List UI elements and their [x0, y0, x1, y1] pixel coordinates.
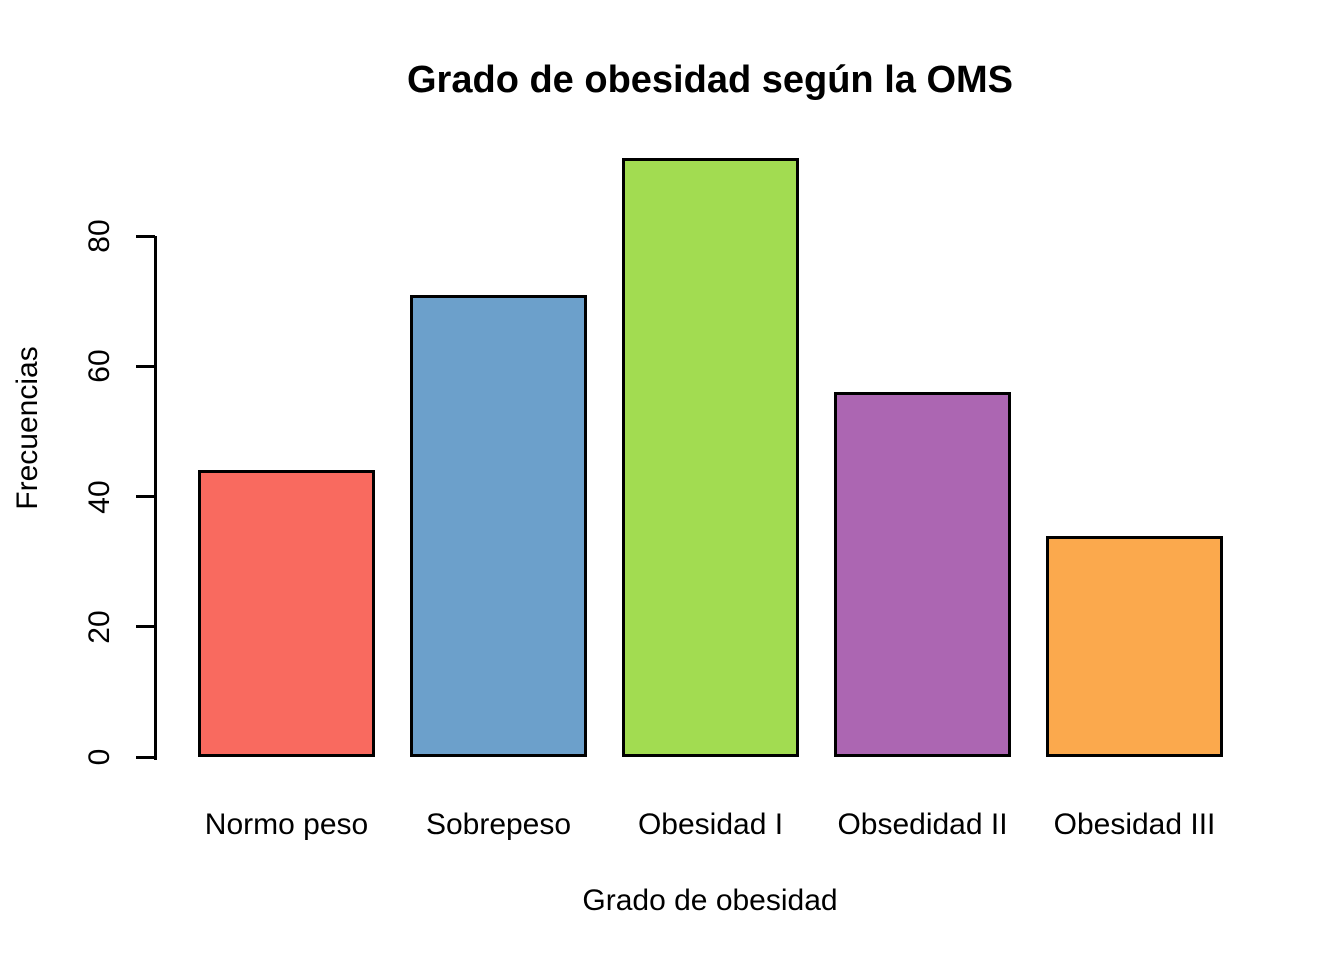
x-category-label: Normo peso [204, 808, 369, 841]
y-tick-label: 80 [83, 219, 116, 253]
chart-title: Grado de obesidad según la OMS [407, 59, 1013, 101]
y-axis-label: Frecuencias [11, 346, 44, 510]
y-tick-label: 20 [83, 610, 116, 644]
bar-1 [198, 470, 375, 757]
x-category-label: Obesidad III [1053, 808, 1216, 841]
y-axis-line [154, 236, 157, 760]
y-tick-label: 40 [83, 479, 116, 514]
bar-2 [410, 295, 587, 757]
y-tick-mark [136, 234, 155, 238]
y-tick-label: 0 [83, 748, 116, 766]
bar-4 [834, 392, 1011, 757]
bar-5 [1046, 536, 1223, 757]
x-axis-label: Grado de obesidad [582, 884, 838, 917]
bar-3 [622, 158, 799, 757]
x-category-label: Obesidad I [637, 808, 784, 841]
y-tick-label: 60 [83, 349, 116, 383]
y-tick-mark [136, 364, 155, 368]
y-tick-mark [136, 625, 155, 629]
y-tick-mark [136, 755, 155, 759]
y-tick-mark [136, 495, 155, 498]
x-category-label: Obsedidad II [837, 808, 1008, 841]
x-category-label: Sobrepeso [425, 808, 572, 841]
